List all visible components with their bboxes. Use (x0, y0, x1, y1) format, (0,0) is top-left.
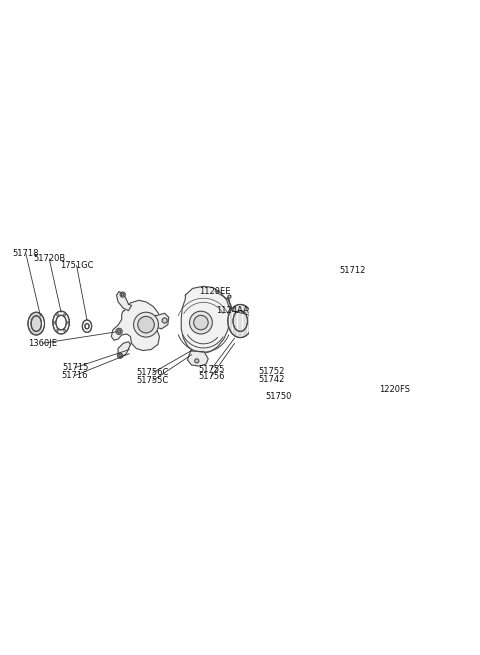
Ellipse shape (233, 310, 248, 331)
Circle shape (195, 359, 199, 363)
Circle shape (121, 293, 124, 296)
Circle shape (228, 295, 231, 298)
Polygon shape (118, 342, 131, 357)
Text: 1220FS: 1220FS (379, 385, 410, 394)
Polygon shape (261, 324, 267, 331)
Circle shape (351, 297, 405, 350)
Circle shape (53, 322, 56, 324)
Circle shape (324, 269, 432, 378)
Circle shape (306, 310, 312, 315)
Circle shape (270, 298, 320, 347)
Circle shape (67, 322, 69, 324)
Circle shape (120, 292, 125, 297)
Text: 51750: 51750 (265, 392, 292, 401)
Text: 51720B: 51720B (33, 254, 65, 263)
Circle shape (288, 336, 292, 341)
Text: 51715: 51715 (62, 363, 88, 372)
Text: 1129EE: 1129EE (199, 287, 231, 296)
Circle shape (288, 304, 292, 309)
Circle shape (119, 354, 121, 357)
Polygon shape (153, 313, 169, 329)
Ellipse shape (85, 324, 89, 329)
Circle shape (341, 320, 348, 328)
Circle shape (364, 288, 371, 295)
Polygon shape (181, 286, 230, 354)
Polygon shape (188, 351, 208, 366)
Circle shape (193, 315, 208, 330)
Polygon shape (117, 291, 132, 310)
Ellipse shape (228, 305, 252, 337)
Text: 51712: 51712 (339, 267, 365, 275)
Text: 51718: 51718 (12, 249, 39, 258)
Circle shape (57, 329, 59, 331)
Circle shape (57, 314, 59, 316)
Circle shape (63, 329, 66, 331)
Text: 1360JE: 1360JE (28, 339, 57, 348)
Circle shape (162, 318, 167, 323)
Circle shape (276, 320, 281, 325)
Text: 51756C: 51756C (137, 368, 169, 377)
Text: 51755: 51755 (198, 365, 225, 374)
Circle shape (402, 340, 409, 347)
Circle shape (133, 312, 158, 337)
Circle shape (288, 315, 302, 330)
Circle shape (118, 353, 123, 358)
Text: 1751GC: 1751GC (60, 261, 94, 270)
Circle shape (330, 276, 426, 371)
Circle shape (63, 314, 66, 316)
Text: 51752: 51752 (259, 367, 285, 376)
Circle shape (258, 314, 262, 317)
Text: 51742: 51742 (259, 375, 285, 384)
Circle shape (138, 316, 154, 333)
Circle shape (284, 311, 307, 334)
Ellipse shape (53, 311, 70, 334)
Circle shape (402, 300, 409, 307)
Circle shape (364, 352, 371, 359)
Polygon shape (427, 367, 432, 373)
Circle shape (116, 328, 122, 335)
Circle shape (306, 330, 312, 335)
Text: 51756: 51756 (198, 372, 225, 381)
Text: 1124AA: 1124AA (216, 306, 248, 315)
Text: 51755C: 51755C (137, 376, 169, 385)
Circle shape (118, 330, 120, 333)
Circle shape (369, 314, 387, 333)
Ellipse shape (56, 315, 66, 330)
Circle shape (190, 311, 212, 334)
Polygon shape (111, 300, 159, 350)
Ellipse shape (83, 320, 92, 333)
Circle shape (357, 303, 399, 345)
Text: 51716: 51716 (62, 371, 88, 380)
Ellipse shape (28, 312, 45, 335)
Ellipse shape (31, 316, 41, 331)
